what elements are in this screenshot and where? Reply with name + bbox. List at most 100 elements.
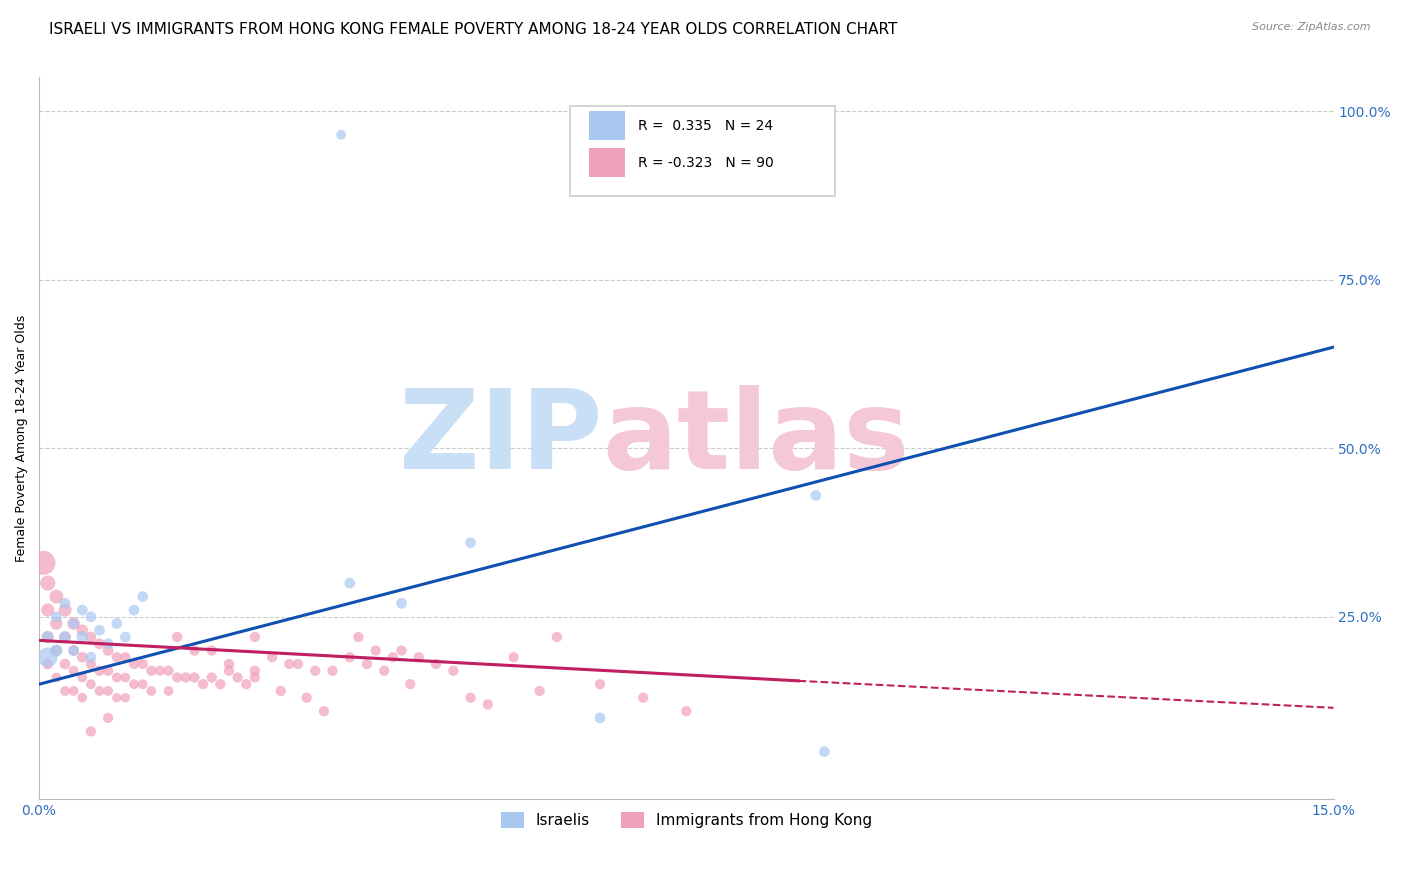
Point xyxy=(45,616,67,631)
Point xyxy=(209,677,232,691)
Text: R = -0.323   N = 90: R = -0.323 N = 90 xyxy=(638,155,775,169)
Point xyxy=(45,643,67,657)
Point xyxy=(201,670,224,684)
Point xyxy=(226,670,249,684)
FancyBboxPatch shape xyxy=(569,106,835,196)
Point xyxy=(97,711,120,725)
Point xyxy=(80,724,103,739)
Point xyxy=(339,576,361,591)
Point xyxy=(243,630,266,644)
Point xyxy=(45,590,67,604)
Point xyxy=(62,616,84,631)
Point xyxy=(72,603,94,617)
Point xyxy=(502,650,524,665)
Point xyxy=(97,643,120,657)
Point xyxy=(270,684,292,698)
Point xyxy=(460,690,482,705)
Point xyxy=(391,643,413,657)
Point xyxy=(114,650,136,665)
Point xyxy=(391,596,413,610)
Point xyxy=(218,657,240,671)
Point xyxy=(72,630,94,644)
Point xyxy=(89,684,111,698)
Point xyxy=(201,643,224,657)
Text: R =  0.335   N = 24: R = 0.335 N = 24 xyxy=(638,119,773,133)
Point xyxy=(122,603,145,617)
Point xyxy=(321,664,343,678)
Point xyxy=(122,657,145,671)
Point xyxy=(675,704,697,718)
Text: ZIP: ZIP xyxy=(399,384,602,491)
Point xyxy=(89,664,111,678)
Point xyxy=(62,664,84,678)
Point xyxy=(37,650,59,665)
Point xyxy=(546,630,568,644)
Point xyxy=(287,657,309,671)
Point xyxy=(131,657,153,671)
Point xyxy=(460,535,482,549)
Point xyxy=(304,664,326,678)
Point xyxy=(72,624,94,638)
Bar xyxy=(589,112,626,140)
Point xyxy=(166,630,188,644)
Point xyxy=(408,650,430,665)
Text: atlas: atlas xyxy=(602,384,910,491)
Point xyxy=(131,590,153,604)
Point xyxy=(191,677,214,691)
Point xyxy=(80,630,103,644)
Point xyxy=(45,609,67,624)
Point xyxy=(218,664,240,678)
Point xyxy=(813,745,835,759)
Point xyxy=(381,650,404,665)
Point xyxy=(53,630,76,644)
Point xyxy=(105,616,128,631)
Point xyxy=(37,630,59,644)
Point xyxy=(295,690,318,705)
Point xyxy=(72,690,94,705)
Point xyxy=(589,711,612,725)
Point xyxy=(356,657,378,671)
Point xyxy=(62,616,84,631)
Point xyxy=(183,643,205,657)
Point xyxy=(80,677,103,691)
Point xyxy=(141,664,163,678)
Point xyxy=(97,684,120,698)
Legend: Israelis, Immigrants from Hong Kong: Israelis, Immigrants from Hong Kong xyxy=(495,806,877,835)
Point xyxy=(477,698,499,712)
Point xyxy=(399,677,422,691)
Point xyxy=(105,670,128,684)
Point xyxy=(53,596,76,610)
Point xyxy=(122,677,145,691)
Point xyxy=(364,643,387,657)
Point xyxy=(243,670,266,684)
Point xyxy=(53,657,76,671)
Point xyxy=(89,624,111,638)
Point xyxy=(80,609,103,624)
Point xyxy=(45,643,67,657)
Point xyxy=(45,670,67,684)
Point xyxy=(97,637,120,651)
Point xyxy=(37,603,59,617)
Point xyxy=(804,488,827,502)
Point xyxy=(141,684,163,698)
Point xyxy=(235,677,257,691)
Point xyxy=(243,664,266,678)
Point xyxy=(105,690,128,705)
Point xyxy=(32,556,55,570)
Point xyxy=(339,650,361,665)
Point xyxy=(114,670,136,684)
Point xyxy=(183,670,205,684)
Point xyxy=(312,704,335,718)
Point xyxy=(347,630,370,644)
Point xyxy=(80,657,103,671)
Point xyxy=(631,690,654,705)
Point xyxy=(53,630,76,644)
Point xyxy=(62,643,84,657)
Point xyxy=(72,650,94,665)
Point xyxy=(114,690,136,705)
Point xyxy=(441,664,464,678)
Point xyxy=(105,650,128,665)
Point xyxy=(174,670,197,684)
Point xyxy=(37,657,59,671)
Bar xyxy=(589,148,626,177)
